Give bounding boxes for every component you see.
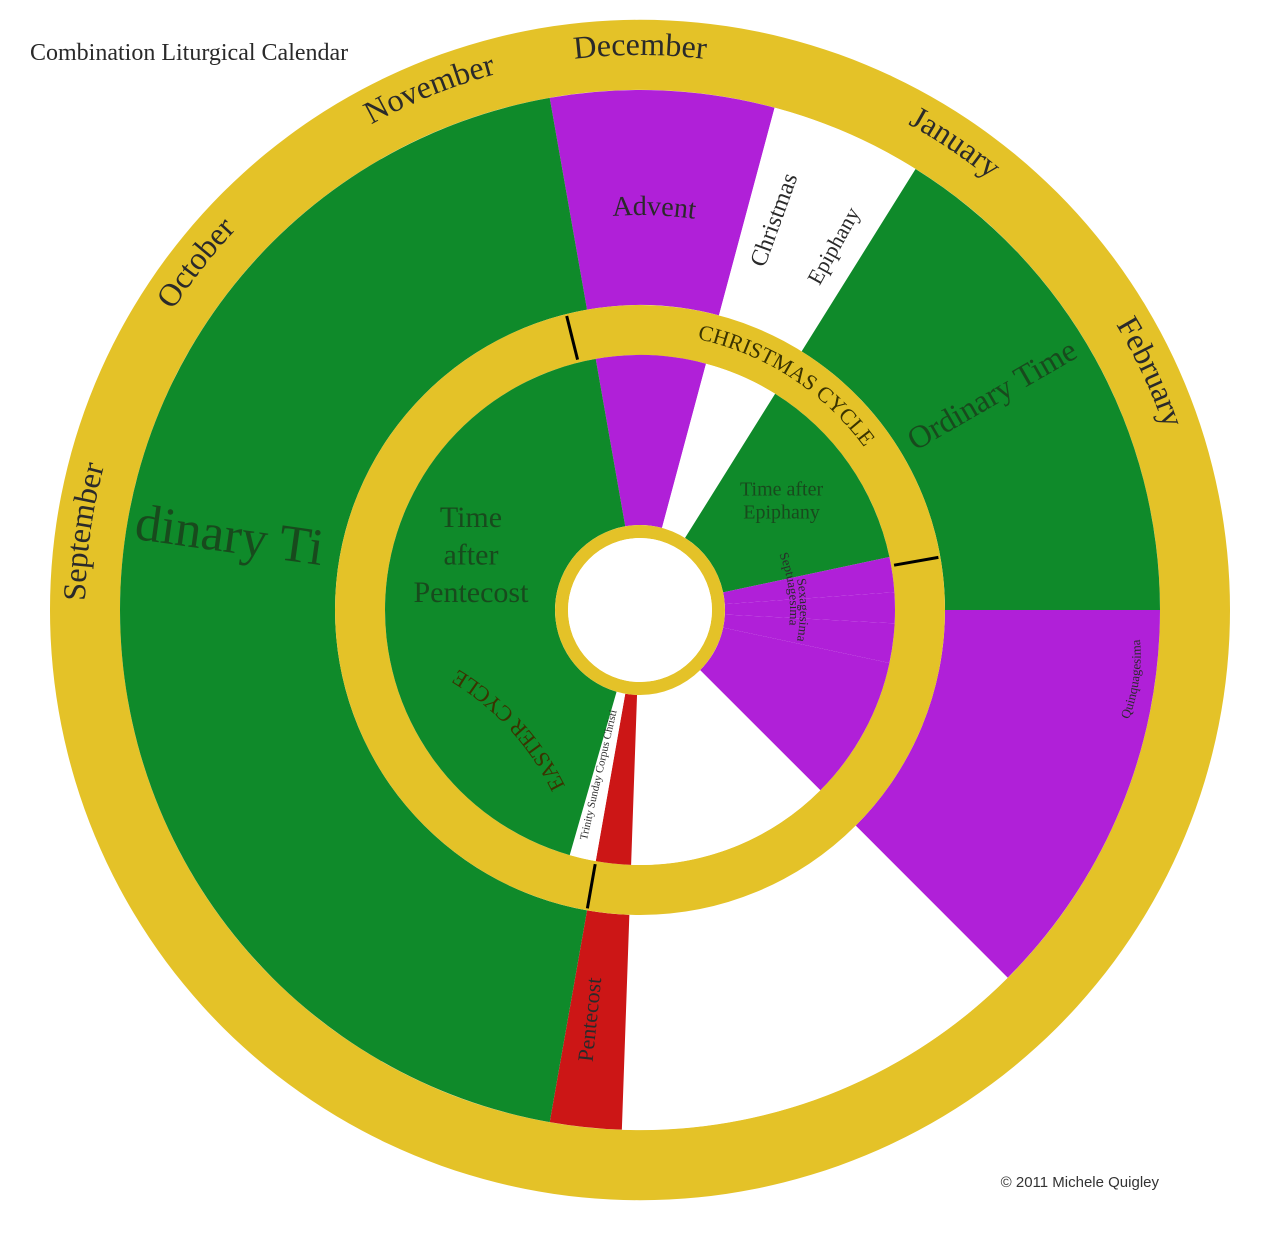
calendar-stage: Combination Liturgical Calendar © 2011 M… (0, 0, 1269, 1251)
center-hole (568, 538, 712, 682)
outer-season-label-0: Advent (612, 191, 699, 226)
inner-season-label-2: Time afterEpiphany (740, 479, 823, 524)
calendar-svg: DecemberJanuaryFebruaryMarchAprilMayJune… (0, 0, 1269, 1251)
